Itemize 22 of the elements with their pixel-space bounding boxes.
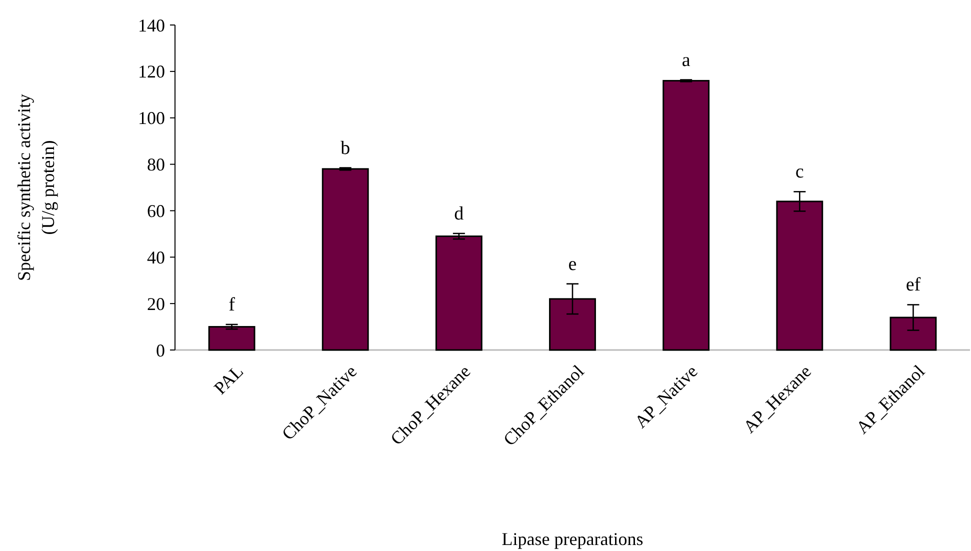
x-tick-label: PAL bbox=[210, 361, 248, 398]
y-tick-label: 20 bbox=[147, 294, 165, 314]
x-axis-title: Lipase preparations bbox=[502, 529, 644, 549]
y-tick-label: 120 bbox=[138, 62, 165, 82]
y-tick-label: 60 bbox=[147, 201, 165, 222]
annotation: e bbox=[568, 254, 577, 275]
annotation: d bbox=[454, 203, 464, 224]
annotation: c bbox=[795, 162, 804, 183]
y-tick-label: 40 bbox=[147, 247, 165, 268]
annotation: f bbox=[228, 294, 236, 316]
y-axis-title: Specific synthetic activity (U/g protein) bbox=[14, 94, 58, 281]
y-tick-label: 0 bbox=[156, 340, 165, 360]
bar bbox=[208, 326, 256, 351]
annotation: ef bbox=[906, 274, 922, 296]
y-tick-label: 140 bbox=[138, 15, 165, 36]
bar bbox=[662, 80, 710, 351]
y-tick-label: 80 bbox=[147, 154, 165, 175]
bar bbox=[322, 168, 369, 351]
bar bbox=[435, 236, 482, 351]
annotation: b bbox=[340, 138, 350, 159]
y-tick-label: 100 bbox=[138, 108, 165, 128]
annotation: a bbox=[682, 50, 691, 71]
